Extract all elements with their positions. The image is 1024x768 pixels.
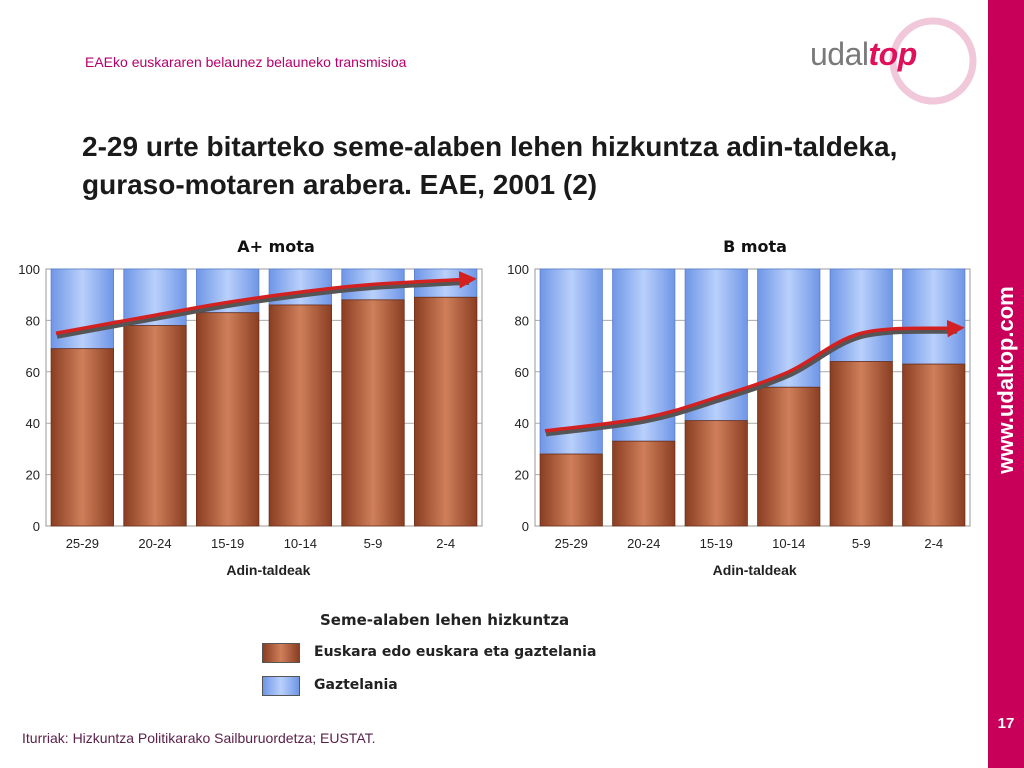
x-tick-label: 15-19 — [700, 536, 733, 551]
legend-label-basque: Euskara edo euskara eta gaztelania — [314, 644, 597, 660]
y-tick-label: 100 — [507, 262, 529, 277]
x-tick-label: 20-24 — [627, 536, 660, 551]
x-tick-label: 2-4 — [924, 536, 943, 551]
trend-arrow — [544, 319, 965, 433]
logo-text: udaltop — [810, 36, 917, 73]
x-tick-label: 5-9 — [852, 536, 871, 551]
bar-spanish — [902, 268, 966, 365]
x-tick-label: 15-19 — [211, 536, 244, 551]
udaltop-logo — [808, 16, 978, 106]
y-tick-label: 80 — [515, 313, 529, 328]
y-tick-label: 0 — [33, 519, 40, 534]
chart-1: 0 20 40 60 80 100 25-29 20-24 15-19 10-14 5-9 2-4 A+… — [18, 237, 483, 578]
x-tick-label: 25-29 — [66, 536, 99, 551]
bar-basque — [902, 363, 966, 527]
y-tick-label: 80 — [26, 313, 40, 328]
legend-swatch-basque — [262, 643, 300, 663]
y-tick-label: 20 — [26, 468, 40, 483]
y-tick-label: 20 — [515, 468, 529, 483]
bar-spanish — [757, 268, 821, 388]
plot-area — [534, 268, 971, 527]
bar-basque — [268, 304, 332, 527]
bar-basque — [757, 386, 821, 527]
x-tick-label: 2-4 — [436, 536, 455, 551]
y-tick-label: 40 — [26, 416, 40, 431]
bar-basque — [829, 361, 893, 527]
bar-basque — [414, 296, 478, 527]
x-axis-title: Adin-taldeak — [226, 562, 310, 578]
legend-label-spanish: Gaztelania — [314, 677, 398, 693]
legend-title: Seme-alaben lehen hizkuntza — [320, 611, 570, 629]
bar-basque — [539, 453, 603, 527]
trend-shadow — [545, 328, 958, 437]
bar-basque — [612, 440, 676, 527]
logo-circle-icon — [889, 17, 977, 105]
source-note: Iturriak: Hizkuntza Politikarako Sailbur… — [22, 730, 376, 746]
y-tick-label: 100 — [18, 262, 40, 277]
url-label-wrap: www.udaltop.com — [988, 0, 1024, 768]
y-tick-label: 0 — [522, 519, 529, 534]
chart-title: A+ mota — [237, 237, 314, 256]
logo-text-accent: top — [868, 36, 918, 72]
y-tick-label: 40 — [515, 416, 529, 431]
url-link[interactable]: www.udaltop.com — [993, 286, 1018, 474]
logo-text-plain: udal — [810, 36, 869, 72]
bar-basque — [50, 348, 114, 527]
bar-spanish — [684, 268, 748, 422]
page-title: 2-29 urte bitarteko seme-alaben lehen hi… — [82, 131, 898, 200]
x-tick-label: 10-14 — [772, 536, 805, 551]
trend-arrow — [55, 271, 477, 335]
x-tick-label: 20-24 — [138, 536, 171, 551]
charts-canvas: 0 20 40 60 80 100 25-29 20-24 15-19 10-14 5-9 2-4 A+… — [18, 237, 971, 578]
header-subtitle: EAEko euskararen belaunez belauneko tran… — [85, 54, 407, 70]
x-tick-label: 25-29 — [555, 536, 588, 551]
page-number: 17 — [997, 715, 1015, 732]
legend-swatch-spanish — [262, 676, 300, 696]
trend-shadow — [56, 279, 470, 339]
bar-basque — [684, 420, 748, 527]
x-tick-label: 5-9 — [364, 536, 383, 551]
x-tick-label: 10-14 — [284, 536, 317, 551]
right-accent-bar — [988, 0, 1024, 768]
bar-basque — [341, 299, 405, 527]
plot-area — [45, 268, 483, 527]
chart-2: 0 20 40 60 80 100 25-29 20-24 15-19 10-14 5-9 2-4 B … — [507, 237, 971, 578]
y-tick-label: 60 — [26, 365, 40, 380]
bar-basque — [196, 312, 260, 527]
bar-basque — [123, 325, 187, 527]
x-axis-title: Adin-taldeak — [713, 562, 797, 578]
y-tick-label: 60 — [515, 365, 529, 380]
chart-title: B mota — [723, 237, 787, 256]
